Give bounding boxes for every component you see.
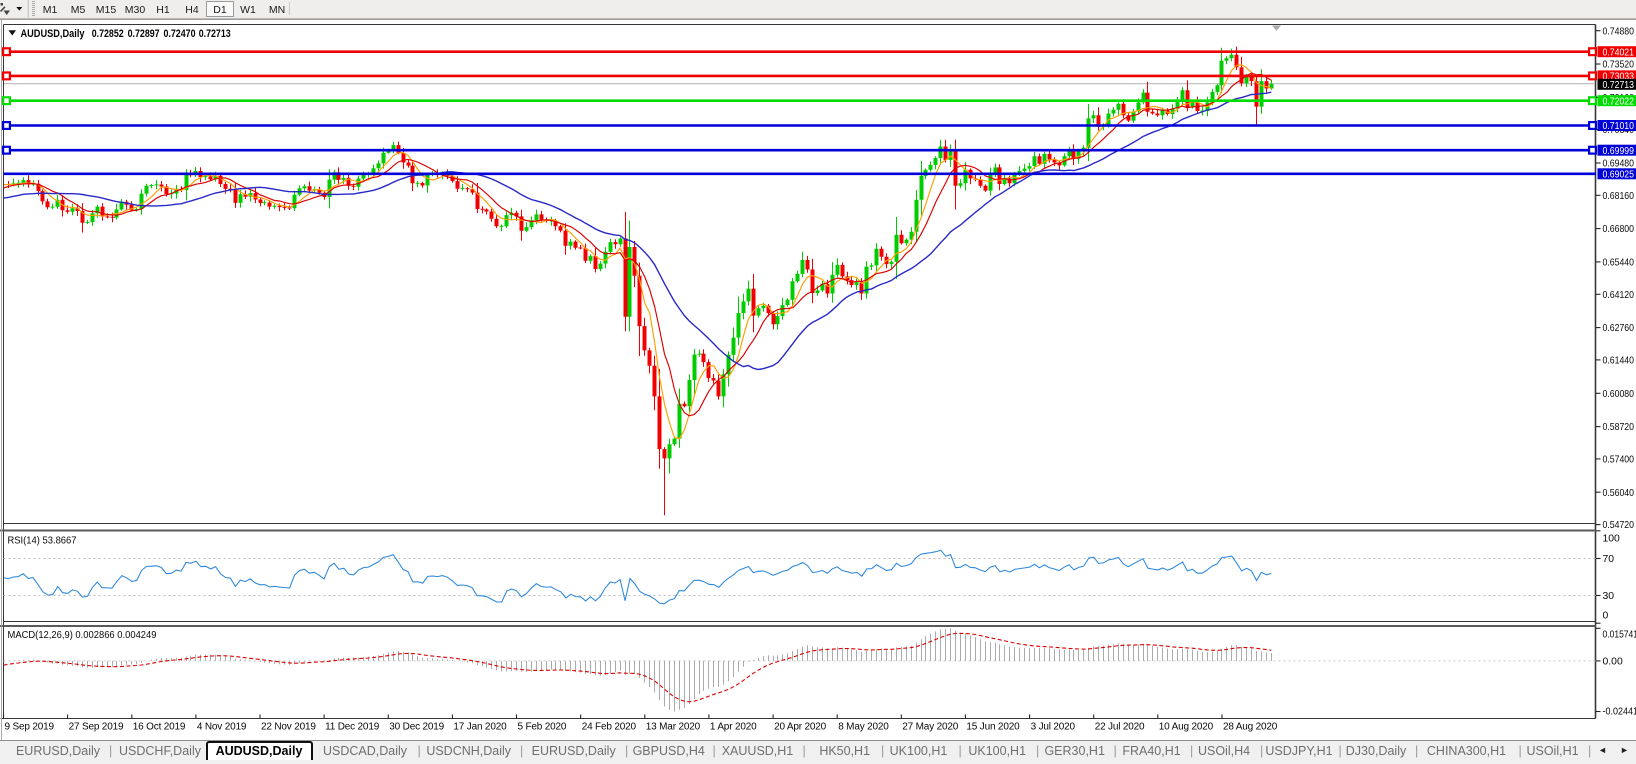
svg-text:0.56040: 0.56040	[1603, 488, 1635, 499]
svg-text:0.69025: 0.69025	[1603, 169, 1635, 180]
svg-text:0.015741: 0.015741	[1603, 630, 1636, 641]
svg-text:0.72852: 0.72852	[92, 28, 124, 40]
svg-text:0.73520: 0.73520	[1603, 60, 1635, 71]
svg-text:0.65440: 0.65440	[1603, 258, 1635, 269]
svg-text:0.72022: 0.72022	[1603, 96, 1635, 107]
svg-text:0.74880: 0.74880	[1603, 26, 1635, 37]
svg-text:0.61440: 0.61440	[1603, 356, 1635, 367]
svg-text:-0.02441: -0.02441	[1603, 707, 1636, 718]
svg-text:0.00: 0.00	[1603, 657, 1623, 668]
svg-text:0.58720: 0.58720	[1603, 422, 1635, 433]
svg-text:9 Sep 2019: 9 Sep 2019	[5, 721, 55, 732]
svg-text:22 Nov 2019: 22 Nov 2019	[261, 721, 316, 732]
svg-text:0.54720: 0.54720	[1603, 520, 1635, 531]
svg-text:0.68160: 0.68160	[1603, 191, 1635, 202]
svg-text:0.72470: 0.72470	[164, 28, 196, 40]
svg-text:0.57400: 0.57400	[1603, 455, 1635, 466]
svg-text:22 Jul 2020: 22 Jul 2020	[1095, 721, 1145, 732]
svg-text:0.72713: 0.72713	[1603, 80, 1635, 91]
svg-text:3 Jul 2020: 3 Jul 2020	[1031, 721, 1076, 732]
svg-text:15 Jun 2020: 15 Jun 2020	[966, 721, 1020, 732]
svg-text:100: 100	[1603, 534, 1621, 545]
svg-text:RSI(14) 53.8667: RSI(14) 53.8667	[8, 536, 77, 547]
svg-text:AUDUSD,Daily: AUDUSD,Daily	[21, 28, 86, 40]
svg-text:16 Oct 2019: 16 Oct 2019	[133, 721, 186, 732]
svg-text:27 Sep 2019: 27 Sep 2019	[69, 721, 124, 732]
svg-text:0.69999: 0.69999	[1603, 146, 1635, 157]
svg-text:70: 70	[1603, 554, 1615, 565]
svg-text:0.69480: 0.69480	[1603, 159, 1635, 170]
svg-text:0.72897: 0.72897	[128, 28, 160, 40]
svg-text:13 Mar 2020: 13 Mar 2020	[646, 721, 701, 732]
svg-text:11 Dec 2019: 11 Dec 2019	[325, 721, 380, 732]
svg-text:0.72713: 0.72713	[199, 28, 231, 40]
svg-text:30: 30	[1603, 591, 1615, 602]
svg-text:5 Feb 2020: 5 Feb 2020	[518, 721, 567, 732]
svg-text:17 Jan 2020: 17 Jan 2020	[453, 721, 507, 732]
svg-text:0.71010: 0.71010	[1603, 121, 1635, 132]
svg-text:20 Apr 2020: 20 Apr 2020	[774, 721, 827, 732]
svg-text:0.62760: 0.62760	[1603, 323, 1635, 334]
svg-text:1 Apr 2020: 1 Apr 2020	[710, 721, 757, 732]
svg-text:10 Aug 2020: 10 Aug 2020	[1159, 721, 1214, 732]
svg-text:0.74021: 0.74021	[1603, 47, 1635, 58]
svg-text:28 Aug 2020: 28 Aug 2020	[1223, 721, 1278, 732]
svg-text:8 May 2020: 8 May 2020	[838, 721, 889, 732]
svg-text:0.66800: 0.66800	[1603, 224, 1635, 235]
svg-text:27 May 2020: 27 May 2020	[902, 721, 958, 732]
svg-text:30 Dec 2019: 30 Dec 2019	[389, 721, 444, 732]
svg-text:0.73033: 0.73033	[1603, 72, 1635, 83]
svg-text:24 Feb 2020: 24 Feb 2020	[582, 721, 637, 732]
svg-text:0.64120: 0.64120	[1603, 290, 1635, 301]
svg-text:0.60080: 0.60080	[1603, 389, 1635, 400]
svg-text:MACD(12,26,9) 0.002866 0.00424: MACD(12,26,9) 0.002866 0.004249	[8, 630, 157, 641]
svg-text:0: 0	[1603, 611, 1609, 622]
svg-text:4 Nov 2019: 4 Nov 2019	[197, 721, 247, 732]
